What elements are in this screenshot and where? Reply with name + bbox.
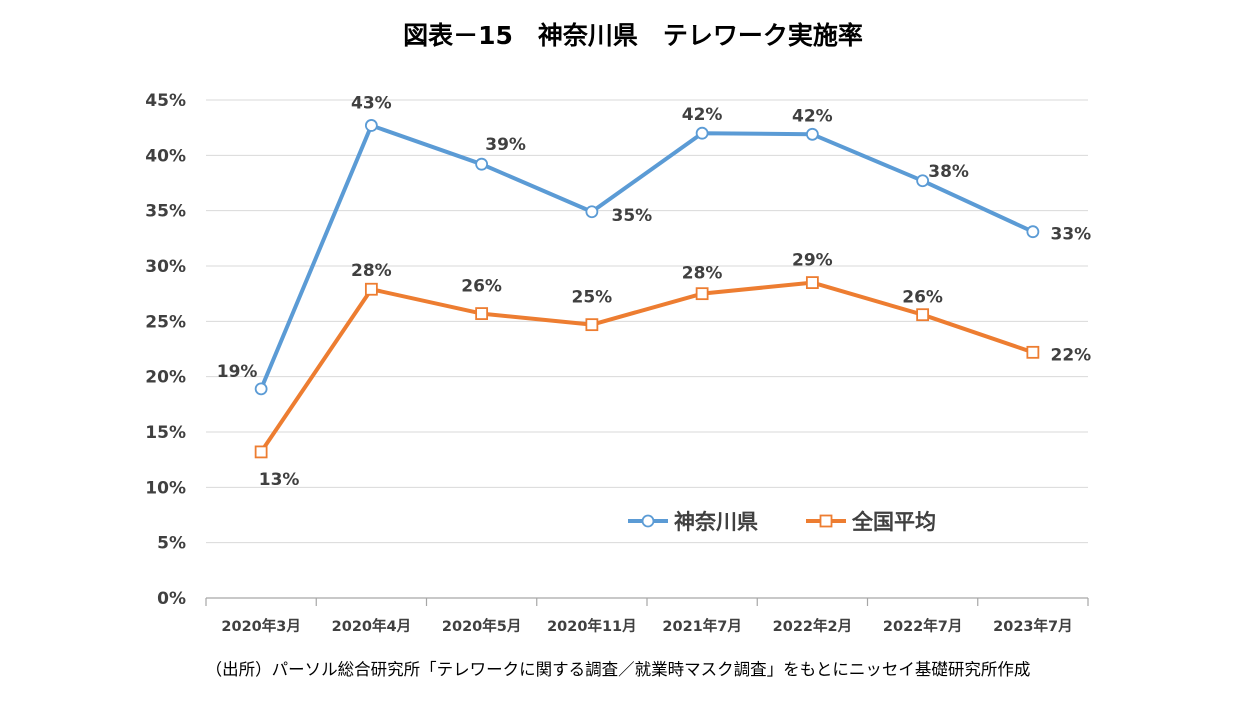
data-label: 22% [1051, 345, 1092, 365]
legend-label: 全国平均 [851, 510, 936, 534]
data-point [695, 126, 709, 140]
data-label: 39% [485, 135, 526, 155]
series [254, 119, 1040, 459]
series-national-average [254, 276, 1040, 459]
x-tick-label: 2020年4月 [332, 617, 411, 635]
data-point [1026, 225, 1040, 239]
data-label: 43% [351, 93, 392, 113]
legend-label: 神奈川県 [674, 510, 758, 534]
series-kanagawa [254, 119, 1040, 396]
data-label: 25% [572, 288, 613, 308]
legend-marker [819, 514, 833, 528]
data-point [916, 174, 930, 188]
data-label: 29% [792, 251, 833, 271]
x-tick-label: 2022年7月 [883, 617, 962, 635]
data-point [585, 205, 599, 219]
series-line [259, 123, 1035, 391]
data-label: 19% [217, 362, 258, 382]
x-tick-label: 2023年7月 [993, 617, 1072, 635]
y-tick-label: 30% [145, 257, 186, 277]
legend-marker [641, 514, 655, 528]
data-label: 33% [1051, 225, 1092, 245]
data-label: 38% [928, 162, 969, 182]
y-tick-label: 15% [145, 423, 186, 443]
y-tick-label: 0% [157, 589, 186, 609]
data-label: 28% [351, 261, 392, 281]
data-point [805, 127, 819, 141]
x-axis-ticks: 2020年3月 2020年4月 2020年5月 2020年11月 2021年7月 2022… [221, 617, 1072, 635]
y-tick-label: 35% [145, 202, 186, 222]
data-labels: 19% 43% 39% 35% 42% 42% 38% 33% 13% 28% 26% 25% 28% 2… [217, 93, 1091, 489]
data-point [475, 307, 489, 320]
data-label: 42% [792, 106, 833, 126]
data-point [916, 308, 930, 322]
y-axis-ticks: 0% 5% 10% 15% 20% 25% 30% 35% 40% 45% [145, 91, 186, 609]
x-tick-label: 2020年11月 [547, 617, 637, 635]
data-point [254, 382, 268, 396]
x-tick-label: 2020年5月 [442, 617, 521, 635]
legend: 神奈川県 全国平均 [628, 510, 936, 534]
data-point [695, 287, 709, 301]
gridlines [206, 99, 1088, 544]
y-tick-label: 10% [145, 478, 186, 498]
x-tick-label: 2021年7月 [662, 617, 741, 635]
data-point [475, 157, 489, 171]
y-tick-label: 20% [145, 368, 186, 388]
data-label: 28% [682, 264, 723, 284]
y-tick-label: 45% [145, 91, 186, 111]
y-tick-label: 5% [157, 534, 186, 554]
legend-item: 神奈川県 [628, 510, 758, 534]
axes [205, 597, 1089, 606]
y-tick-label: 40% [145, 146, 186, 166]
series-line [259, 280, 1035, 454]
data-point [805, 276, 819, 290]
data-label: 42% [682, 105, 723, 125]
data-label: 26% [902, 288, 943, 308]
y-tick-label: 25% [145, 312, 186, 332]
data-label: 26% [461, 277, 502, 297]
data-point [364, 282, 378, 296]
data-point [364, 119, 378, 132]
data-point [254, 445, 268, 459]
legend-item: 全国平均 [806, 510, 936, 534]
source-note: （出所）パーソル総合研究所「テレワークに関する調査／就業時マスク調査」をもとにニ… [206, 660, 1031, 679]
data-label: 35% [612, 206, 653, 226]
data-label: 13% [259, 470, 300, 490]
x-tick-label: 2020年3月 [221, 617, 300, 635]
x-tick-label: 2022年2月 [773, 617, 852, 635]
chart-title: 図表－15 神奈川県 テレワーク実施率 [403, 21, 863, 50]
data-point [585, 318, 599, 332]
data-point [1026, 345, 1040, 359]
